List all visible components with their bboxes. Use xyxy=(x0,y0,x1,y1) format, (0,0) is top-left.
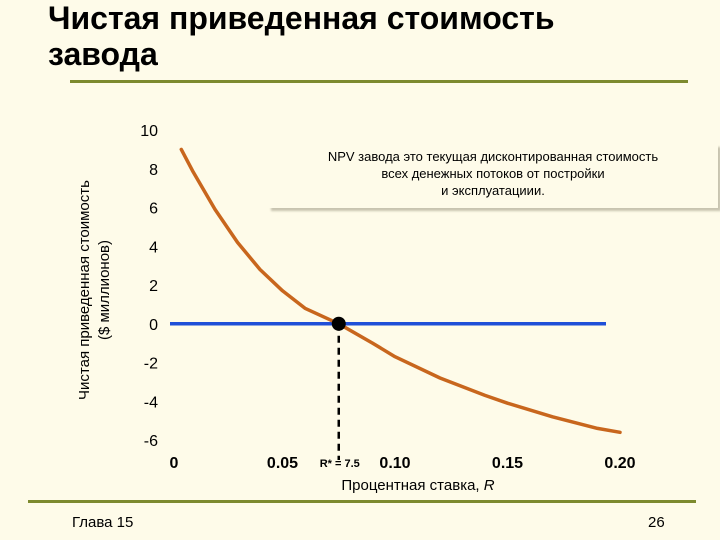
y-tick-label-8: 8 xyxy=(149,162,158,179)
y-tick-label-0: 0 xyxy=(149,317,158,334)
x-tick-label-0: 0 xyxy=(170,455,179,472)
x-tick-label-0-15: 0.15 xyxy=(492,455,523,472)
x-tick-label-0-10: 0.10 xyxy=(379,455,410,472)
x-axis-label-variable: R xyxy=(484,477,495,494)
y-tick-label-neg2: -2 xyxy=(144,356,158,373)
x-axis-label-text: Процентная ставка, xyxy=(341,477,483,494)
slide-title: Чистая приведенная стоимость завода xyxy=(48,0,555,72)
annotation-line-3: и эксплуатациии. xyxy=(441,183,545,198)
y-tick-label-neg4: -4 xyxy=(144,394,158,411)
npv-curve xyxy=(179,147,622,435)
x-tick-label-0-20: 0.20 xyxy=(604,455,635,472)
page-number: 26 xyxy=(648,514,665,531)
footer-divider xyxy=(28,500,696,503)
npv-annotation-box: NPV завода это текущая дисконтированная … xyxy=(268,144,718,208)
y-tick-label-2: 2 xyxy=(149,278,158,295)
chapter-label: Глава 15 xyxy=(72,514,134,531)
r-star-label: R* = 7.5 xyxy=(320,458,360,470)
annotation-line-1: NPV завода это текущая дисконтированная … xyxy=(327,149,659,164)
x-axis-label: Процентная ставка, R xyxy=(341,477,494,494)
y-tick-label-4: 4 xyxy=(149,239,158,256)
x-tick-label-0-05: 0.05 xyxy=(267,455,298,472)
y-tick-label-neg6: -6 xyxy=(144,433,158,450)
y-tick-label-10: 10 xyxy=(140,123,158,140)
r-star-point xyxy=(331,316,346,331)
annotation-line-2: всех денежных потоков от постройки xyxy=(381,166,605,181)
title-divider xyxy=(70,80,688,83)
y-tick-label-6: 6 xyxy=(149,201,158,218)
